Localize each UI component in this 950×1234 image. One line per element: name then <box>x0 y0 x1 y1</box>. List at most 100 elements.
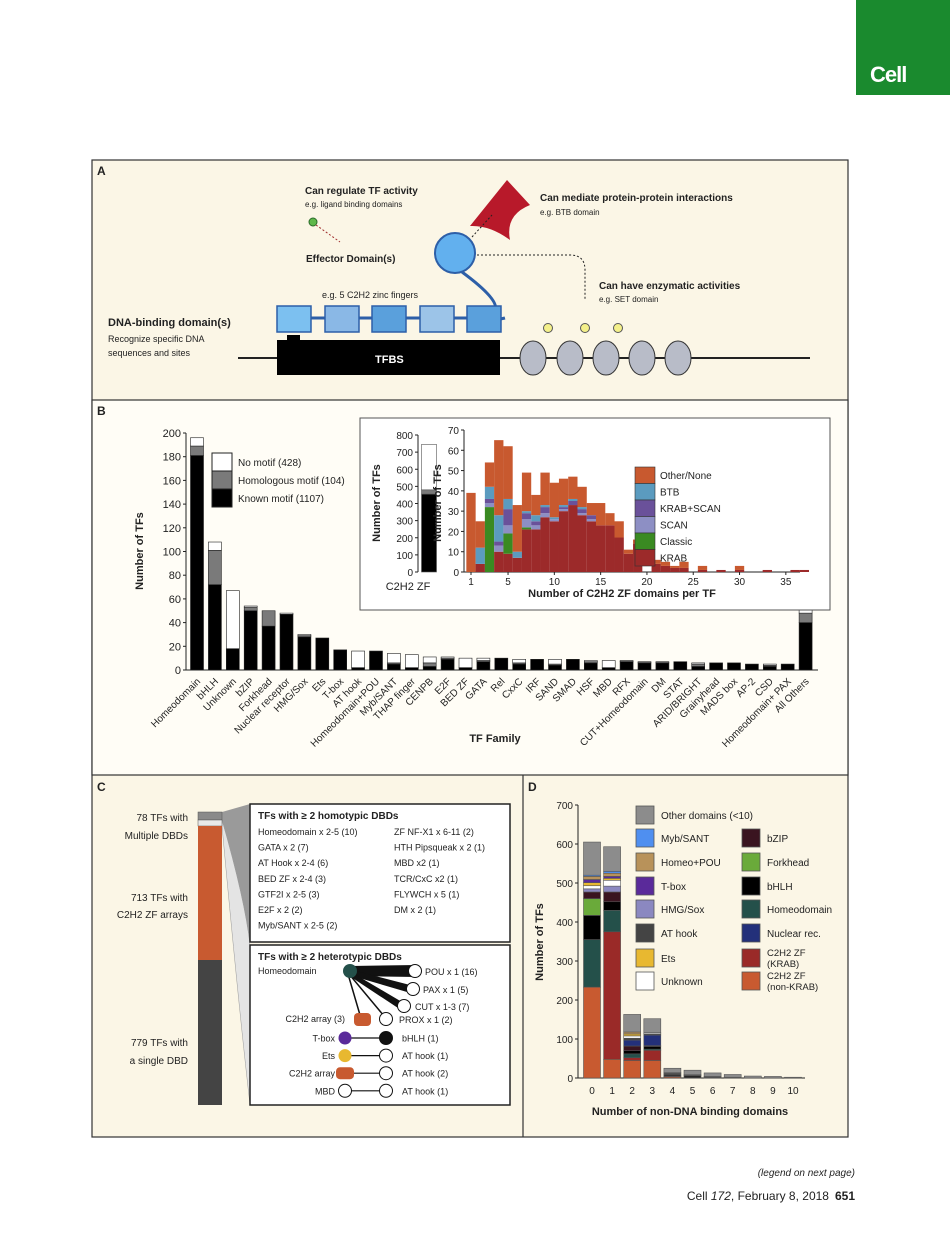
homotypic-item: FLYWCH x 5 (1) <box>394 889 459 899</box>
bar-segment-other-domains-10- <box>743 1075 762 1079</box>
bar-segment-known-motif-1107- <box>333 649 348 671</box>
legend-swatch <box>741 876 761 896</box>
bar-segment-krab <box>716 569 726 572</box>
page-number: 651 <box>835 1189 855 1203</box>
partner-label: POU x 1 (16) <box>425 967 478 977</box>
btb-domain-shape <box>470 180 530 240</box>
bar-segment-other-none <box>512 505 522 552</box>
stack-label: C2H2 ZF arrays <box>117 910 188 921</box>
y-axis-title: Number of TFs <box>134 512 146 590</box>
bar-segment-btb <box>568 498 578 501</box>
bar-segment-other-none <box>586 503 597 516</box>
panel-a-diagram: Can regulate TF activity e.g. ligand bin… <box>108 180 810 376</box>
bar-segment-no-motif-428- <box>226 590 240 649</box>
homotypic-item: Myb/SANT x 2-5 (2) <box>258 921 337 931</box>
y-tick-label: 100 <box>396 551 413 562</box>
bar-segment-scan <box>540 513 550 518</box>
bar-segment-krab <box>623 553 634 572</box>
legend-swatch <box>634 516 656 534</box>
legend-swatch <box>635 899 655 919</box>
x-tick-label: 30 <box>734 577 746 588</box>
bar-segment-other-none <box>697 565 708 570</box>
bar-segment-bzip <box>583 891 601 899</box>
dbd-desc-2: sequences and sites <box>108 348 191 358</box>
journal-logo-box <box>856 0 950 95</box>
bar-segment-btb <box>558 505 569 508</box>
bar-segment-known-motif-1107- <box>548 664 562 671</box>
y-tick-label: 700 <box>396 448 413 459</box>
y-tick-label: 20 <box>169 641 181 653</box>
zinc-finger-icon <box>324 305 360 333</box>
citation-date: , February 8, 2018 <box>731 1189 829 1203</box>
bar-segment-no-motif-428- <box>440 656 455 659</box>
legend-swatch <box>634 483 656 501</box>
y-tick-label: 400 <box>396 500 413 511</box>
bar-segment-other-domains-10- <box>723 1074 742 1078</box>
bar-segment-other-domains-10- <box>683 1069 702 1075</box>
legend-label: Nuclear rec. <box>767 929 821 940</box>
x-tick-label: 20 <box>641 577 653 588</box>
bar-segment-ets <box>583 882 601 887</box>
bar-segment-scan <box>494 545 504 552</box>
bar-segment-no-motif-428- <box>583 660 598 663</box>
nucleosome-icon <box>519 340 547 376</box>
homotypic-item: MBD x2 (1) <box>394 858 440 868</box>
bar-segment-krab <box>679 567 689 572</box>
dbd-desc-1: Recognize specific DNA <box>108 334 205 344</box>
legend-swatch <box>634 549 656 567</box>
legend-swatch <box>635 852 655 872</box>
bar-segment-btb <box>549 517 559 520</box>
histone-mark-icon <box>543 323 553 333</box>
bar-segment-homologous-motif-104- <box>798 612 813 623</box>
bar-segment-krab <box>568 505 578 572</box>
bar-segment-krab <box>494 551 504 572</box>
pair-left-label: C2H2 array <box>289 1069 336 1079</box>
legend-label: T-box <box>661 882 686 893</box>
bar-segment-c2h2-zf-non-krab- <box>583 986 601 1079</box>
homotypic-item: AT Hook x 2-4 (6) <box>258 858 328 868</box>
bar-segment-known-motif-1107- <box>369 650 383 671</box>
bar-segment-other-domains-10- <box>643 1018 662 1034</box>
legend-label: C2H2 ZF <box>767 971 806 982</box>
bar-segment-krab-scan <box>577 509 587 514</box>
bar-segment-krab <box>503 553 513 572</box>
bar-segment-btb <box>521 511 532 514</box>
bar-segment-hmg-sox <box>583 888 601 893</box>
zinc-finger-icon <box>419 305 455 333</box>
edge-c2h2 <box>347 973 361 1016</box>
y-tick-label: 800 <box>396 431 413 442</box>
multi-dbd-segment <box>197 819 223 827</box>
homotypic-item: ZF NF-X1 x 6-11 (2) <box>394 827 474 837</box>
bar-segment-known-motif-1107- <box>601 667 616 671</box>
homotypic-item: TCR/CxC x2 (1) <box>394 874 458 884</box>
bar-segment-other-none <box>670 565 680 568</box>
bar-segment-no-motif-428- <box>458 657 473 668</box>
homotypic-item: HTH Pipsqueak x 2 (1) <box>394 843 485 853</box>
legend-label: Classic <box>660 537 692 548</box>
c2h2-array-icon <box>336 1067 354 1080</box>
legend-label: Homeodomain <box>767 905 832 916</box>
homotypic-item: BED ZF x 2-4 (3) <box>258 874 326 884</box>
y-tick-label: 300 <box>396 517 413 528</box>
bar-segment-homologous-motif-104- <box>637 661 652 664</box>
bar-segment-other-none <box>651 559 661 564</box>
legend-swatch <box>211 470 233 490</box>
x-tick-label: 4 <box>670 1086 676 1097</box>
bar-segment-known-motif-1107- <box>512 663 527 671</box>
bar-segment-other-none <box>679 561 689 568</box>
nucleosome-icon <box>664 340 692 376</box>
bar-segment-known-motif-1107- <box>762 666 777 671</box>
bar-segment-scan <box>531 525 541 530</box>
bar-segment-btb <box>475 547 485 564</box>
legend-swatch <box>635 923 655 943</box>
y-axis-title: Number of TFs <box>371 464 383 542</box>
non-dna-domain-bar-chart: 0 100 200 300 400 500 600 700 0 1 2 3 4 5 6 7 8 9 10 Number… <box>534 801 832 1118</box>
bar-segment-known-motif-1107- <box>566 659 580 671</box>
bar-segment-homeodomain <box>603 909 621 933</box>
edge-prox <box>348 973 385 1017</box>
bar-segment-btb <box>503 498 513 510</box>
cut-node-icon <box>397 999 411 1013</box>
bar-segment-forkhead <box>583 898 601 916</box>
y-tick-label: 200 <box>396 534 413 545</box>
legend-swatch <box>741 971 761 991</box>
